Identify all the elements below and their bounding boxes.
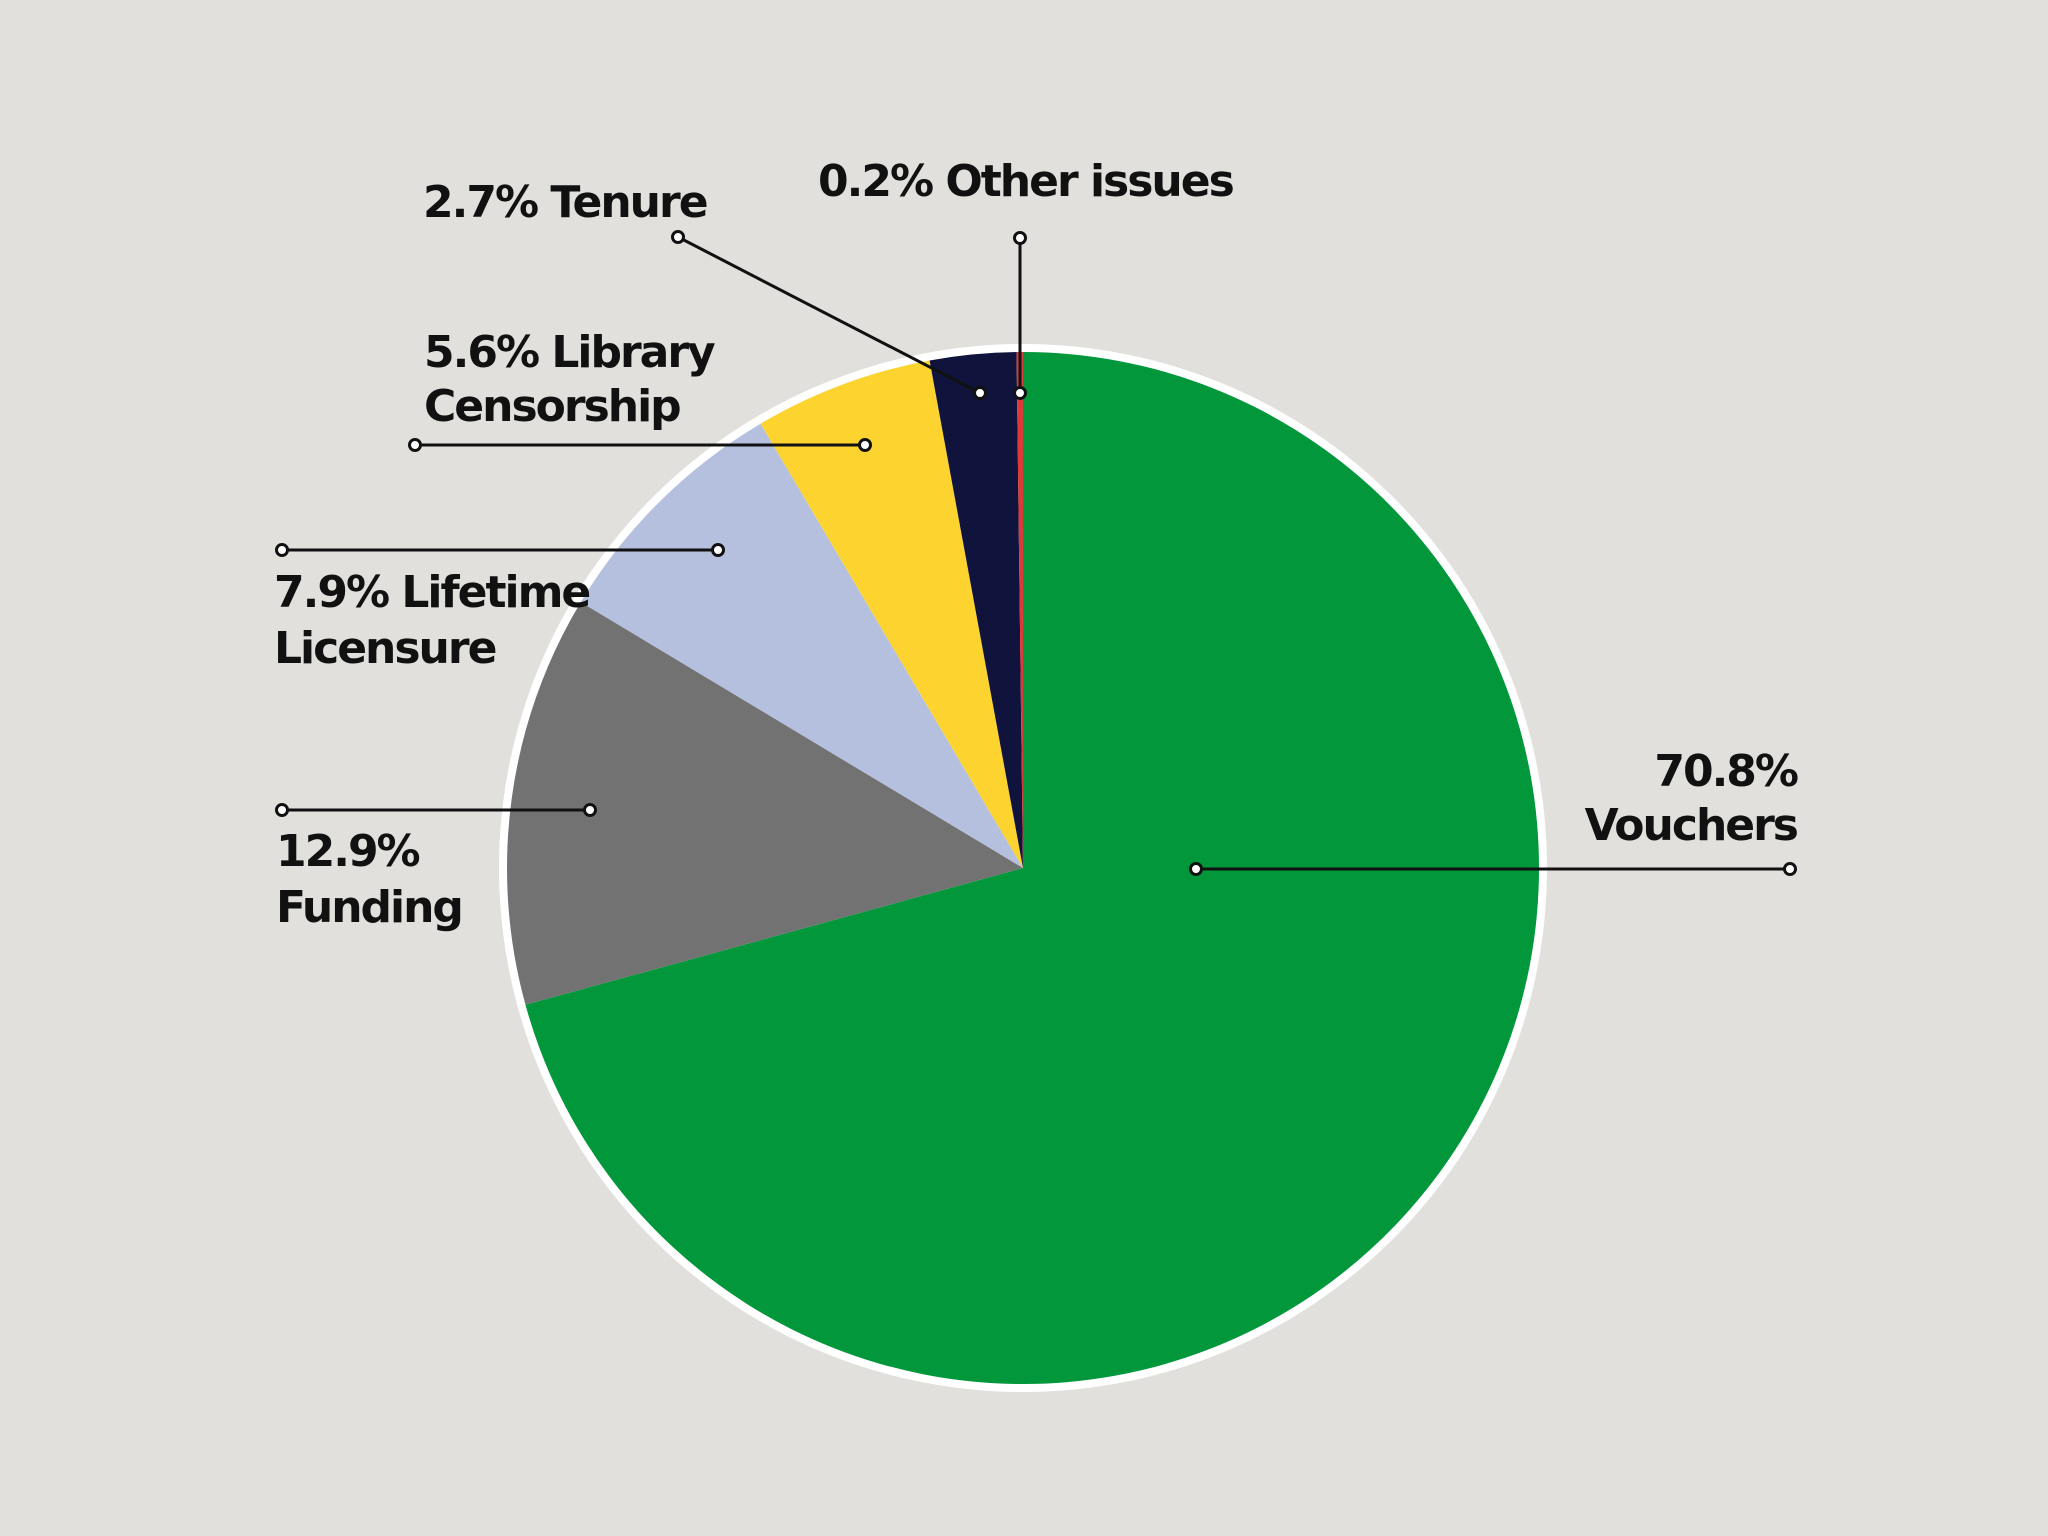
slice-label-line: 0.2% Other issues xyxy=(818,156,1234,207)
pie-slice-lifetime-licensure xyxy=(580,423,1023,868)
slice-label-line: 70.8% xyxy=(1654,746,1798,797)
slice-label-line: 2.7% Tenure xyxy=(423,177,707,228)
leader-dot xyxy=(275,543,289,557)
slice-label-line: Licensure xyxy=(274,623,496,674)
slice-label-lifetime-licensure: 7.9% Lifetime Licensure xyxy=(274,567,589,674)
leader-dot xyxy=(1189,862,1203,876)
slice-label-line: Censorship xyxy=(424,381,680,432)
leader-lines xyxy=(275,230,1797,876)
slice-label-funding: 12.9% Funding xyxy=(276,826,462,933)
leader-dot xyxy=(858,438,872,452)
leader-dot xyxy=(1013,231,1027,245)
pie-slice-vouchers xyxy=(525,352,1539,1385)
leader-dot xyxy=(275,803,289,817)
leader-dot xyxy=(1013,386,1027,400)
slice-label-line: 5.6% Library xyxy=(424,327,715,378)
leader-line xyxy=(677,235,981,395)
pie-slice-funding xyxy=(506,602,1023,1005)
leader-dot xyxy=(973,386,987,400)
pie-slice-library-censorship xyxy=(760,360,1023,868)
pie-slice-tenure xyxy=(929,352,1023,868)
pie-slice-other-issues xyxy=(1016,352,1023,868)
slice-label-library-censorship: 5.6% Library Censorship xyxy=(424,327,715,432)
slice-label-tenure: 2.7% Tenure xyxy=(423,177,707,228)
slice-label-line: Vouchers xyxy=(1585,800,1798,851)
leader-dot xyxy=(583,803,597,817)
pie-slices xyxy=(506,352,1539,1385)
slice-labels: 70.8% Vouchers 12.9% Funding 7.9% Lifetime Li… xyxy=(274,156,1800,933)
slice-label-vouchers: 70.8% Vouchers xyxy=(1585,746,1798,851)
slice-label-line: 7.9% Lifetime xyxy=(274,567,589,618)
leader-dot xyxy=(711,543,725,557)
slice-label-line: 12.9% xyxy=(276,826,420,877)
leader-dot xyxy=(671,230,685,244)
slice-label-line: Funding xyxy=(276,882,462,933)
leader-dot xyxy=(408,438,422,452)
leader-dot xyxy=(1783,862,1797,876)
slice-label-other-issues: 0.2% Other issues xyxy=(818,156,1234,207)
